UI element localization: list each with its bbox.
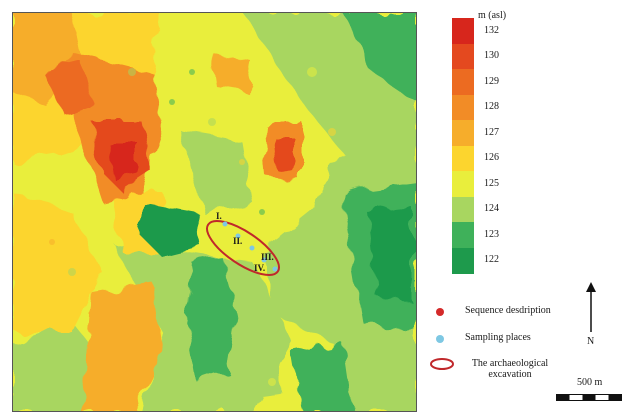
sequence-label: Sequence desdription — [465, 305, 551, 316]
legend-tick-label: 122 — [484, 254, 499, 266]
site-label-ii: II. — [233, 236, 242, 246]
legend-tick-label: 126 — [484, 152, 499, 164]
legend-tick-label: 128 — [484, 101, 499, 113]
site-label-i: I. — [216, 211, 222, 221]
excavation-label-line2: excavation — [488, 369, 532, 380]
scale-label: 500 m — [577, 377, 603, 388]
excavation-label-line1: The archaeological — [471, 358, 549, 369]
legend-tick-label: 129 — [484, 75, 499, 87]
legend-tick-label: 124 — [484, 203, 499, 215]
legend-tick-label: 132 — [484, 24, 499, 36]
legend-tick-label: 130 — [484, 50, 499, 62]
scale-bar-icon — [556, 394, 622, 401]
legend-title: m (asl) — [478, 10, 507, 21]
legend-swatch — [452, 18, 474, 44]
elevation-map: I. II. III. IV. — [12, 12, 417, 412]
legend-tick-label: 123 — [484, 228, 499, 240]
legend-swatch — [452, 222, 474, 248]
site-label-iii: III. — [261, 252, 274, 262]
sequence-dot-icon — [436, 308, 444, 316]
legend-swatch — [452, 69, 474, 95]
sampling-points — [222, 221, 278, 272]
legend-swatch — [452, 171, 474, 197]
sampling-label: Sampling places — [465, 332, 531, 343]
site-label-iv: IV. — [254, 263, 265, 273]
legend-swatch — [452, 43, 474, 70]
excavation-ellipse-icon — [430, 358, 454, 370]
legend-swatch — [452, 145, 474, 172]
legend-swatch — [452, 196, 474, 223]
north-arrow-icon — [586, 282, 596, 332]
legend-tick-label: 127 — [484, 126, 499, 138]
elevation-map-canvas: I. II. III. IV. — [12, 12, 417, 412]
legend-tick-label: 125 — [484, 177, 499, 189]
sampling-dot-icon — [436, 335, 444, 343]
legend-swatch — [452, 94, 474, 121]
legend-swatch — [452, 120, 474, 146]
legend-swatch — [452, 247, 474, 274]
excavation-label: The archaeological excavation — [460, 358, 560, 380]
excavation-outline — [206, 220, 280, 276]
north-label: N — [587, 336, 595, 347]
